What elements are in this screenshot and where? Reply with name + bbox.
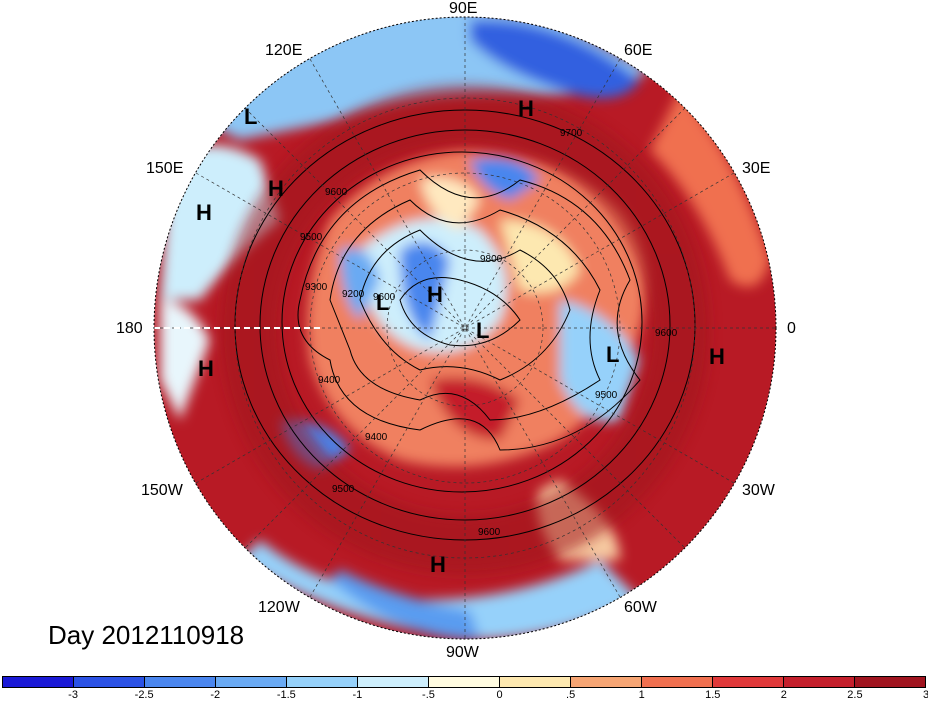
contour-label: 9600 [655,328,678,339]
pressure-center-low: L [606,342,620,367]
contour-label: 9500 [332,484,355,495]
colorbar-swatch [855,677,925,687]
colorbar-swatch [74,677,145,687]
colorbar-swatch [216,677,287,687]
colorbar-tick-label: 2 [780,689,787,701]
colorbar-swatch [3,677,74,687]
contour-label: 9400 [365,432,388,443]
colorbar-tick-label: 1.5 [705,689,721,701]
lon-label-150e: 150E [146,160,184,177]
contour-label: 9300 [305,282,328,293]
colorbar-swatch [642,677,713,687]
contour-label: 9600 [373,292,396,303]
colorbar-swatch [145,677,216,687]
pressure-center-high: H [268,176,284,201]
lon-label-90w: 90W [446,644,479,661]
colorbar-swatch [784,677,855,687]
lon-label-180: 180 [116,320,143,337]
colorbar-tick-label: 1 [638,689,645,701]
colorbar-swatch [500,677,571,687]
colorbar-swatch [358,677,429,687]
pressure-center-low: L [244,104,258,129]
lon-label-150w: 150W [141,482,183,499]
pressure-center-high: H [430,552,446,577]
colorbar-tick-label: -3 [68,689,78,701]
anomaly-field [154,17,776,639]
colorbar-tick-label: 2.5 [847,689,863,701]
pressure-center-high: H [518,96,534,121]
colorbar-tick-label: 0 [496,689,503,701]
colorbar-swatch [429,677,500,687]
lon-label-0: 0 [787,320,796,337]
contour-label: 9700 [560,128,583,139]
lon-label-90e: 90E [449,0,478,17]
colorbar-tick-label: .5 [566,689,576,701]
colorbar-swatch [287,677,358,687]
colorbar-tick-label: -1.5 [276,689,296,701]
colorbar-swatch [713,677,784,687]
colorbar [2,676,926,688]
contour-label: 9600 [325,187,348,198]
lon-label-120w: 120W [258,599,300,616]
pressure-center-high: H [196,200,212,225]
colorbar-tick-label: -1 [352,689,363,701]
contour-label: 9800 [480,254,503,265]
lon-label-30e: 30E [742,160,771,177]
pressure-center-high: H [198,356,214,381]
date-title: Day 2012110918 [48,620,245,650]
lon-label-30w: 30W [742,482,775,499]
colorbar-tick-label: 3 [922,689,928,701]
colorbar-tick-label: -2.5 [134,689,154,701]
colorbar-tick-label: -2 [210,689,221,701]
contour-label: 9500 [300,232,323,243]
lon-label-120e: 120E [265,42,303,59]
lon-label-60e: 60E [624,42,653,59]
colorbar-swatch [571,677,642,687]
pressure-center-low: L [476,318,490,343]
lon-label-60w: 60W [624,599,657,616]
contour-label: 9400 [318,375,341,386]
map-boundary [153,16,777,640]
contour-labels: 9700 9600 9500 9400 9300 9200 9600 9800 9500 9600… [300,128,678,538]
colorbar-tick-label: -.5 [422,689,435,701]
contour-label: 9200 [342,289,365,300]
contour-label: 9500 [595,390,618,401]
pressure-center-high: H [427,282,443,307]
pressure-center-low: L [376,290,390,315]
contour-label: 9600 [478,527,501,538]
pressure-center-high: H [709,344,725,369]
